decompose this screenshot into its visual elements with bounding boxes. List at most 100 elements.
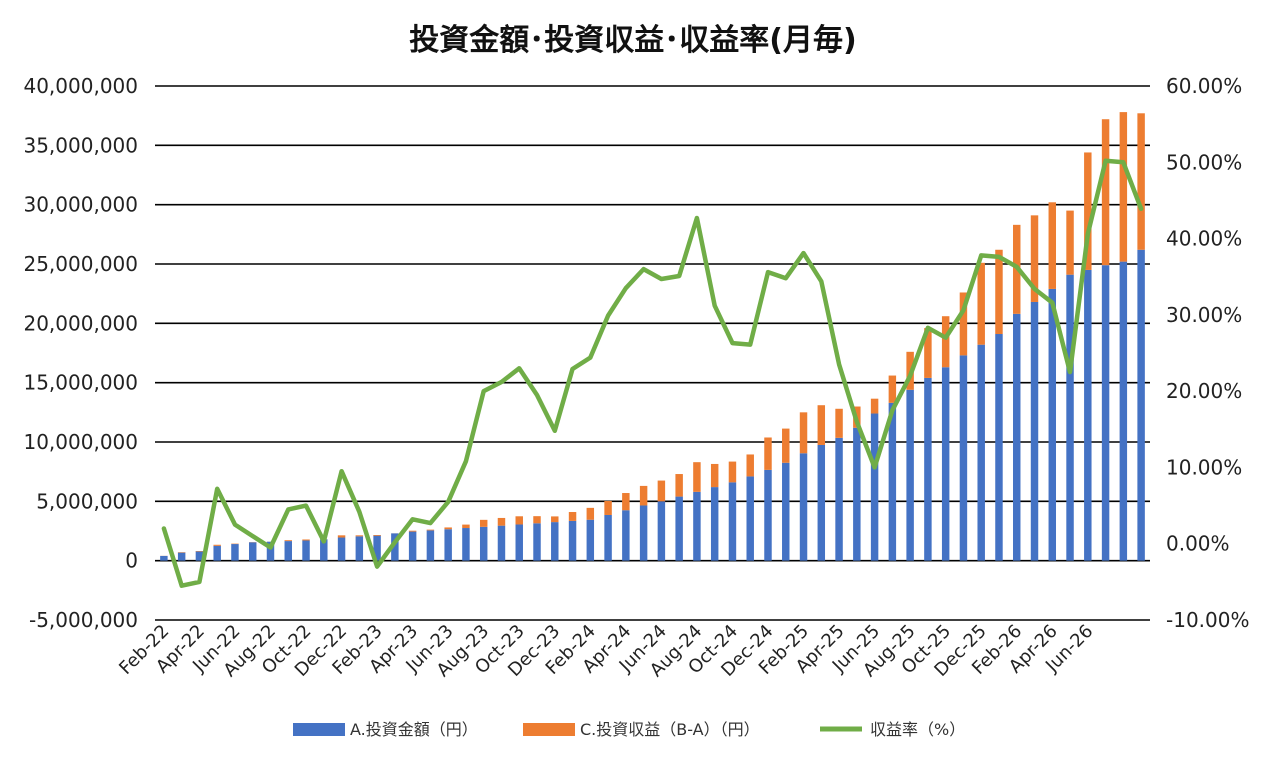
- bar-investment: [622, 510, 630, 561]
- bar-investment: [675, 496, 683, 561]
- bar-investment: [408, 531, 417, 561]
- bar-profit: [995, 249, 1003, 335]
- bar-profit: [728, 461, 737, 483]
- bar-investment: [213, 545, 221, 561]
- bar-investment: [284, 541, 292, 561]
- bar-profit: [337, 535, 346, 538]
- bar-profit: [462, 524, 470, 529]
- bar-investment: [906, 389, 914, 561]
- bar-profit: [586, 507, 595, 520]
- bar-investment: [391, 533, 399, 561]
- legend-label-investment: A.投資金額（円）: [350, 720, 478, 739]
- bar-investment: [959, 355, 968, 561]
- bar-investment: [1030, 301, 1039, 561]
- left-axis-ticks: -5,000,000 0 5,000,000 10,000,000 15,000,000…: [23, 74, 138, 632]
- left-axis-tick-label: 5,000,000: [36, 489, 138, 513]
- bar-profit: [515, 516, 523, 525]
- bar-profit: [941, 316, 950, 368]
- left-axis-tick-label: 25,000,000: [23, 252, 138, 276]
- legend-label-profit: C.投資収益（B-A）（円）: [580, 720, 760, 739]
- bar-investment: [177, 552, 186, 561]
- bar-profit: [444, 527, 452, 530]
- bar-investment: [337, 537, 346, 561]
- bar-profit: [1084, 152, 1092, 270]
- right-axis-tick-label: 10.00%: [1166, 455, 1242, 479]
- bar-investment: [568, 520, 577, 561]
- left-axis-tick-label: 20,000,000: [23, 311, 138, 335]
- bar-profit: [551, 516, 559, 523]
- bar-investment: [835, 437, 843, 561]
- bar-profit: [835, 408, 843, 438]
- bar-profit: [1137, 113, 1145, 250]
- right-axis-tick-label: 50.00%: [1166, 150, 1242, 174]
- bar-profit: [959, 292, 968, 356]
- bar-investment: [266, 541, 275, 561]
- bar-profit: [426, 529, 435, 531]
- left-axis-tick-label: 35,000,000: [23, 133, 138, 157]
- bar-investment: [746, 476, 754, 561]
- bar-investment: [888, 402, 897, 561]
- bar-investment: [533, 523, 541, 561]
- bar-investment: [355, 536, 364, 561]
- bar-investment: [995, 334, 1003, 561]
- right-axis-tick-label: 60.00%: [1166, 74, 1242, 98]
- legend-swatch-investment: [293, 723, 345, 736]
- bar-investment: [1048, 288, 1057, 561]
- bar-investment: [302, 540, 310, 561]
- left-axis-tick-label: 15,000,000: [23, 371, 138, 395]
- bar-investment: [426, 530, 435, 561]
- left-axis-tick-label: 40,000,000: [23, 74, 138, 98]
- bar-investment: [479, 526, 488, 561]
- bar-investment: [586, 519, 595, 561]
- bar-investment: [515, 524, 523, 561]
- bar-investment: [444, 529, 452, 561]
- bar-profit: [639, 485, 648, 506]
- legend-item-investment: A.投資金額（円）: [293, 720, 478, 739]
- legend-item-profit: C.投資収益（B-A）（円）: [523, 720, 760, 739]
- bar-investment: [497, 525, 506, 561]
- bar-investment: [1137, 249, 1145, 561]
- bar-profit: [693, 462, 701, 492]
- bar-profit: [302, 539, 310, 541]
- bar-investment: [799, 453, 808, 561]
- bar-investment: [710, 487, 719, 561]
- right-axis-tick-label: -10.00%: [1166, 608, 1249, 632]
- bar-investment: [1066, 274, 1074, 561]
- bar-investment: [639, 505, 648, 561]
- gridlines: [155, 85, 1150, 621]
- bar-profit: [657, 480, 666, 502]
- bar-profit: [870, 398, 879, 414]
- bar-profit: [604, 500, 612, 515]
- legend: A.投資金額（円） C.投資収益（B-A）（円） 収益率（%）: [293, 720, 965, 739]
- bar-investment: [320, 539, 328, 561]
- bar-investment: [782, 462, 790, 561]
- bar-profit: [710, 463, 719, 488]
- left-axis-tick-label: -5,000,000: [29, 608, 138, 632]
- legend-item-return-rate: 収益率（%）: [820, 720, 965, 739]
- x-axis-ticks: Feb-22Apr-22Jun-22Aug-22Oct-22Dec-22Feb-…: [115, 621, 1097, 681]
- bar-investment: [853, 427, 861, 561]
- right-axis-tick-label: 20.00%: [1166, 379, 1242, 403]
- legend-swatch-profit: [523, 723, 575, 736]
- bar-series-group: [160, 112, 1145, 561]
- right-axis-ticks: -10.00% 0.00% 10.00% 20.00% 30.00% 40.00% 50.0…: [1166, 74, 1249, 632]
- bar-profit: [799, 412, 808, 454]
- bar-investment: [870, 413, 879, 561]
- bar-profit: [479, 519, 488, 527]
- right-axis-tick-label: 30.00%: [1166, 303, 1242, 327]
- bar-investment: [764, 469, 772, 561]
- bar-investment: [160, 555, 168, 561]
- right-axis-tick-label: 40.00%: [1166, 227, 1242, 251]
- right-axis-tick-label: 0.00%: [1166, 532, 1230, 556]
- bar-investment: [373, 535, 381, 561]
- bar-profit: [408, 530, 417, 532]
- bar-profit: [746, 454, 754, 477]
- line-series-group: [161, 158, 1144, 588]
- bar-profit: [782, 428, 790, 463]
- bar-investment: [1101, 265, 1110, 561]
- bar-profit: [355, 535, 364, 537]
- left-axis-tick-label: 0: [125, 549, 138, 573]
- bar-investment: [817, 444, 826, 561]
